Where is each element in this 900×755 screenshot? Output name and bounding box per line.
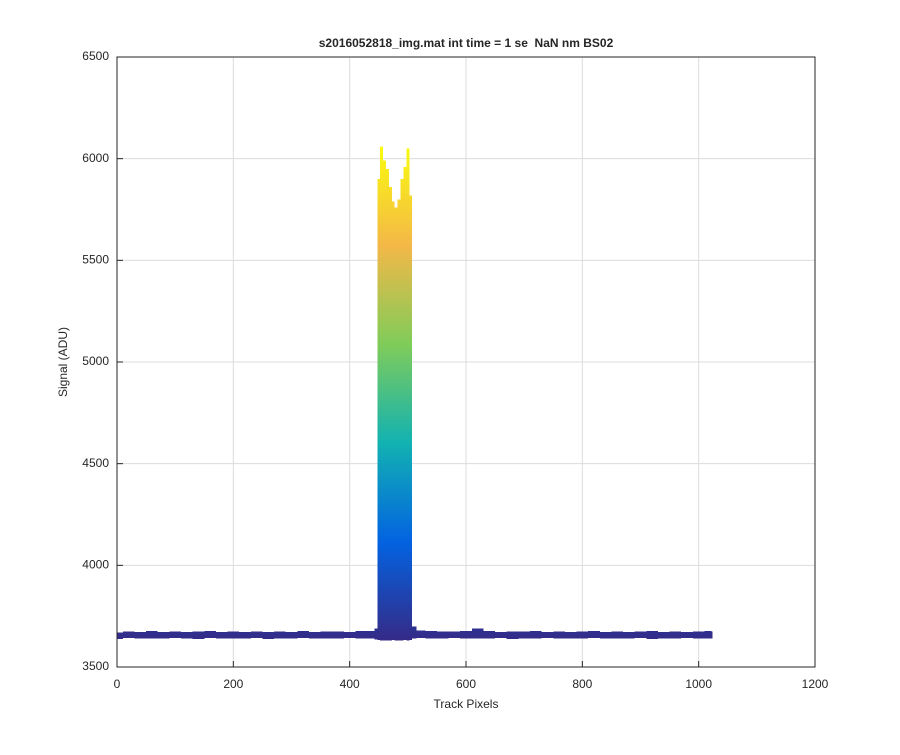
signal-range (332, 631, 344, 639)
signal-range (134, 632, 147, 639)
x-tick-label: 800 (572, 677, 592, 691)
signal-range (506, 631, 519, 639)
y-tick-label: 5000 (82, 354, 109, 368)
signal-range (355, 631, 368, 639)
signal-range (400, 179, 404, 641)
signal-range (406, 148, 410, 641)
signal-range (377, 179, 381, 641)
signal-range (169, 631, 181, 638)
signal-range (416, 630, 426, 639)
x-axis-label: Track Pixels (434, 697, 499, 711)
signal-range (599, 632, 612, 639)
signal-range (146, 631, 158, 639)
signal-range (117, 632, 123, 639)
signal-range (541, 632, 554, 638)
y-axis-label: Signal (ADU) (56, 327, 70, 397)
plot-frame (116, 56, 816, 668)
signal-range (388, 187, 392, 641)
x-tick-label: 600 (456, 677, 476, 691)
signal-range (564, 631, 577, 639)
signal-range (529, 631, 542, 639)
signal-range (448, 631, 461, 638)
signal-range (204, 631, 216, 639)
signal-range (386, 168, 389, 641)
signal-range (380, 146, 384, 641)
y-tick-label: 4000 (82, 558, 109, 572)
signal-range (460, 631, 472, 639)
signal-range (320, 631, 333, 639)
signal-range (576, 631, 589, 639)
x-tick-label: 1000 (685, 677, 712, 691)
signal-range (343, 631, 356, 639)
signal-range (274, 631, 286, 639)
signal-range (374, 628, 378, 640)
y-tick-label: 6000 (82, 151, 109, 165)
signal-range (634, 631, 647, 638)
x-tick-label: 1200 (802, 677, 829, 691)
signal-range (669, 631, 682, 639)
signal-range (397, 199, 401, 641)
x-tick-label: 0 (114, 677, 121, 691)
chart-title: s2016052818_img.mat int time = 1 se NaN … (319, 36, 614, 50)
signal-range (588, 631, 600, 639)
signal-range (471, 628, 484, 639)
x-tick-label: 400 (340, 677, 360, 691)
signal-range (308, 632, 321, 639)
signal-range (122, 631, 135, 639)
signal-range (239, 631, 251, 639)
signal-range (403, 166, 407, 641)
signal-range (262, 632, 275, 639)
signal-range (518, 631, 530, 639)
signal-range (285, 631, 298, 639)
signal-range (495, 631, 507, 639)
signal-range (409, 195, 413, 640)
signal-range (297, 631, 309, 638)
signal-range (227, 631, 240, 639)
signal-range (681, 631, 693, 639)
signal-range (623, 631, 635, 639)
signal-range (250, 631, 263, 639)
signal-range (657, 632, 670, 639)
signal-range (157, 631, 170, 639)
signal-range (425, 631, 437, 639)
signal-range (192, 631, 205, 639)
signal-range (180, 632, 193, 639)
signal-range (711, 631, 713, 639)
signal-range (394, 207, 398, 641)
y-tick-label: 4500 (82, 456, 109, 470)
signal-range (412, 626, 417, 639)
x-tick-label: 200 (223, 677, 243, 691)
y-tick-label: 5500 (82, 253, 109, 267)
signal-range (383, 160, 387, 641)
signal-range (367, 630, 375, 639)
signal-range (692, 631, 705, 639)
signal-range (391, 201, 395, 641)
signal-range (646, 631, 658, 639)
signal-range (553, 631, 565, 639)
signal-range (215, 632, 228, 639)
signal-range (436, 631, 449, 639)
signal-range (483, 631, 496, 639)
y-tick-label: 6500 (82, 49, 109, 63)
y-tick-label: 3500 (82, 659, 109, 673)
signal-range (704, 631, 712, 639)
signal-range (611, 631, 624, 639)
